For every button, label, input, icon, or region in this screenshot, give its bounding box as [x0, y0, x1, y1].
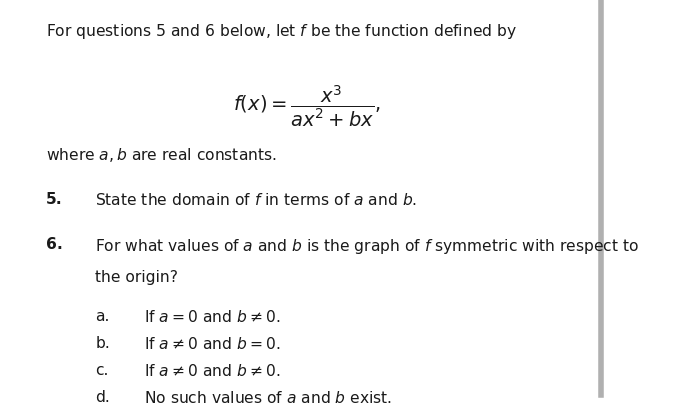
Text: 6.: 6. [46, 237, 63, 252]
Text: If $a = 0$ and $b \neq 0$.: If $a = 0$ and $b \neq 0$. [144, 309, 281, 325]
Text: If $a \neq 0$ and $b = 0$.: If $a \neq 0$ and $b = 0$. [144, 336, 281, 352]
Text: No such values of $a$ and $b$ exist.: No such values of $a$ and $b$ exist. [144, 390, 393, 406]
Text: For what values of $a$ and $b$ is the graph of $f$ symmetric with respect to: For what values of $a$ and $b$ is the gr… [95, 237, 639, 256]
Text: the origin?: the origin? [95, 270, 178, 284]
Text: If $a \neq 0$ and $b \neq 0$.: If $a \neq 0$ and $b \neq 0$. [144, 363, 281, 379]
Text: c.: c. [95, 363, 108, 378]
Text: For questions 5 and 6 below, let $f$ be the function defined by: For questions 5 and 6 below, let $f$ be … [46, 22, 517, 41]
Text: State the domain of $f$ in terms of $a$ and $b$.: State the domain of $f$ in terms of $a$ … [95, 192, 417, 208]
Text: a.: a. [95, 309, 110, 324]
Text: b.: b. [95, 336, 110, 351]
Text: d.: d. [95, 390, 110, 405]
Text: $f(x) = \dfrac{x^3}{ax^2 + bx},$: $f(x) = \dfrac{x^3}{ax^2 + bx},$ [233, 83, 381, 129]
Text: where $a, b$ are real constants.: where $a, b$ are real constants. [46, 146, 276, 164]
Text: 5.: 5. [46, 192, 63, 207]
